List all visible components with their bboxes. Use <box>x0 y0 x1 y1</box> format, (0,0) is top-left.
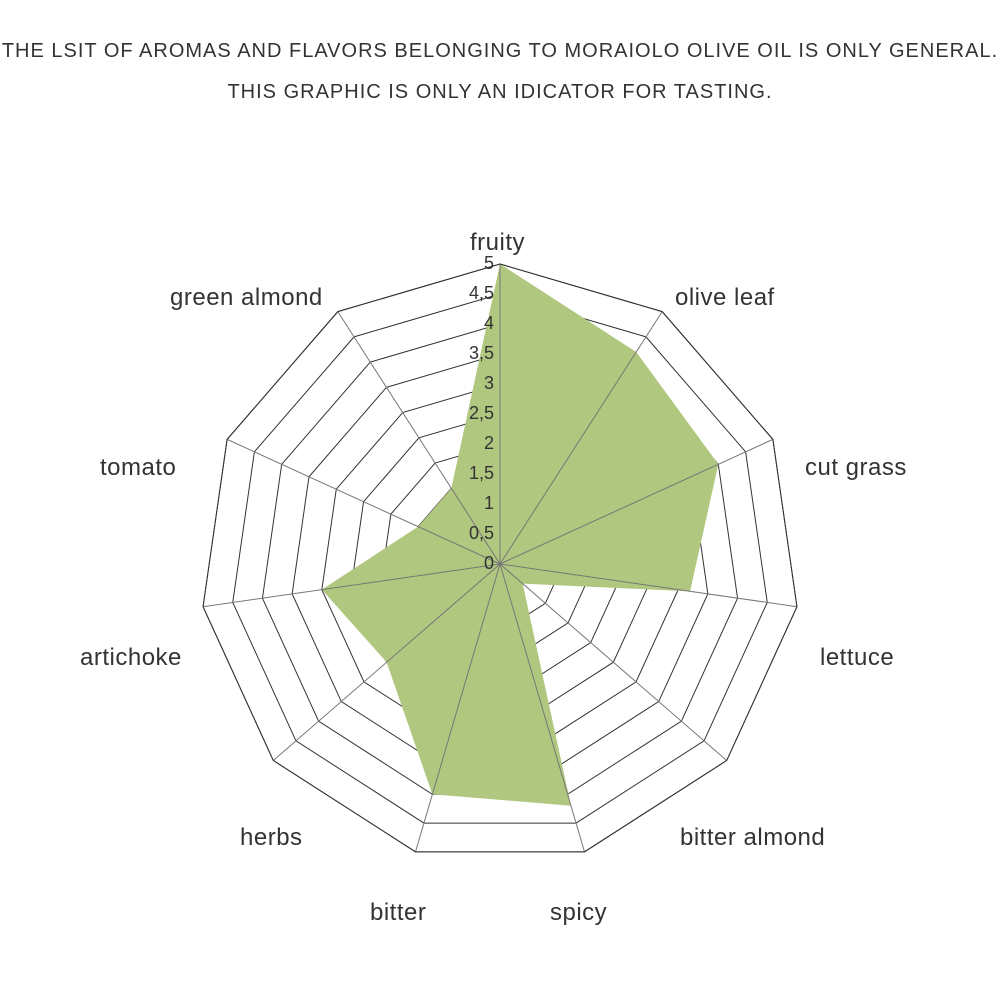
axis-label: spicy <box>550 899 607 927</box>
tick-label: 3,5 <box>460 343 494 364</box>
axis-label: herbs <box>240 824 303 852</box>
tick-label: 2,5 <box>460 403 494 424</box>
axis-label: green almond <box>170 284 323 312</box>
axis-label: bitter <box>370 899 426 927</box>
axis-label: lettuce <box>820 644 894 672</box>
axis-label: artichoke <box>80 644 182 672</box>
tick-label: 4,5 <box>460 283 494 304</box>
axis-label: cut grass <box>805 454 907 482</box>
tick-label: 3 <box>460 373 494 394</box>
tick-label: 4 <box>460 313 494 334</box>
tick-label: 1 <box>460 493 494 514</box>
chart-header: THE LSIT OF AROMAS AND FLAVORS BELONGING… <box>0 0 1000 104</box>
axis-label: fruity <box>470 229 525 257</box>
axis-label: olive leaf <box>675 284 775 312</box>
tick-label: 1,5 <box>460 463 494 484</box>
header-line-2: THIS GRAPHIC IS ONLY AN IDICATOR FOR TAS… <box>0 81 1000 104</box>
header-line-1: THE LSIT OF AROMAS AND FLAVORS BELONGING… <box>0 40 1000 63</box>
tick-label: 2 <box>460 433 494 454</box>
radar-data-polygon <box>322 264 718 806</box>
tick-label: 0 <box>460 553 494 574</box>
tick-label: 0,5 <box>460 523 494 544</box>
radar-chart: 00,511,522,533,544,55fruityolive leafcut… <box>0 134 1000 934</box>
axis-label: tomato <box>100 454 176 482</box>
axis-label: bitter almond <box>680 824 825 852</box>
